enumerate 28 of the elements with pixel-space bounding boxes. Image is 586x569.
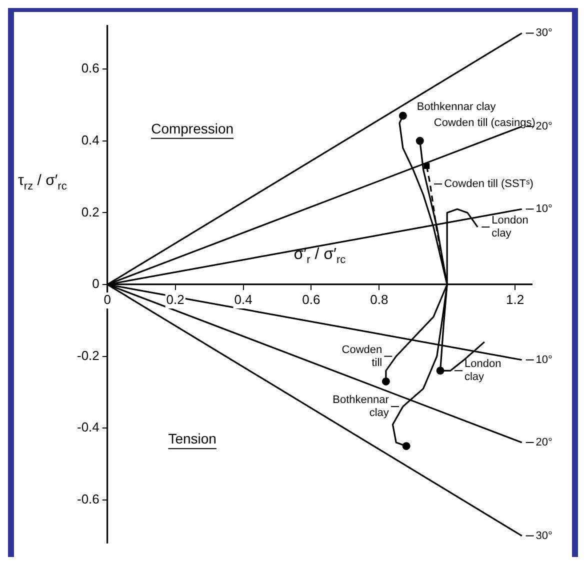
x-tick-label: 0.6 bbox=[302, 292, 320, 308]
annotation: Bothkennar clay bbox=[416, 100, 496, 113]
y-tick-label: 0.4 bbox=[81, 132, 100, 148]
annotation: Cowden till (casings) bbox=[434, 116, 536, 129]
x-tick-label: 0.2 bbox=[166, 292, 184, 308]
x-tick-label: 0 bbox=[104, 292, 112, 308]
annotation: 20° bbox=[536, 436, 552, 449]
y-tick-label: 0 bbox=[92, 276, 100, 292]
annotation: Tension bbox=[168, 430, 216, 446]
x-tick-label: 1.2 bbox=[506, 292, 524, 308]
annotation: London clay bbox=[464, 358, 502, 384]
y-tick-label: 0.2 bbox=[81, 204, 100, 220]
annotation: 30° bbox=[536, 27, 552, 40]
y-tick-label: -0.6 bbox=[76, 491, 100, 506]
annotation: Bothkennar clay bbox=[332, 394, 390, 420]
annotation: 10° bbox=[536, 203, 552, 216]
annotation: Cowden till bbox=[342, 344, 382, 369]
annotation: Compression bbox=[151, 120, 234, 136]
x-tick-label: 0.8 bbox=[370, 292, 388, 308]
annotation: 10° bbox=[536, 354, 552, 366]
x-tick-label: 0.4 bbox=[234, 292, 252, 308]
annotation: London clay bbox=[492, 214, 528, 240]
y-tick-label: 0.6 bbox=[81, 60, 100, 76]
annotation: Cowden till (SSTˢ) bbox=[444, 178, 534, 190]
y-tick-label: -0.2 bbox=[76, 348, 100, 363]
y-tick-label: -0.4 bbox=[76, 420, 100, 435]
annotation: 20° bbox=[536, 120, 552, 133]
annotation: 30° bbox=[536, 530, 552, 542]
